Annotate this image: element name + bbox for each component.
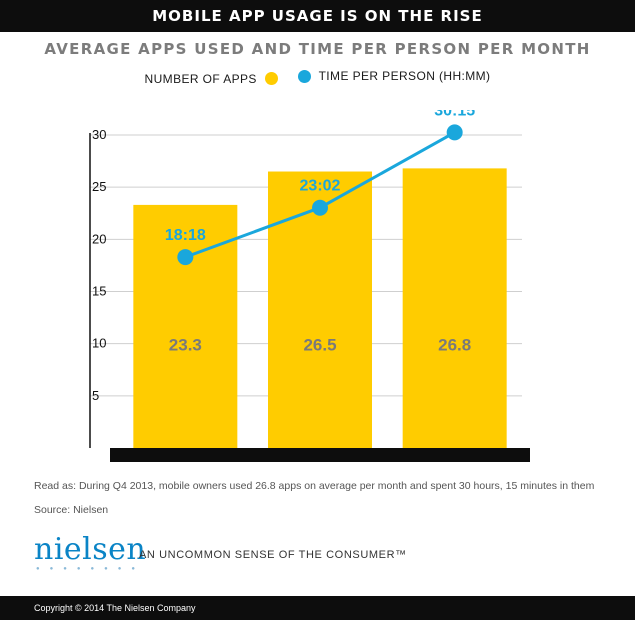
time-value-label: 23:02 (300, 178, 341, 195)
chart-plot: 5 10 15 20 25 30 23.3 26.5 26.8 18:18 23:02 30:15 (89, 110, 530, 462)
legend-swatch-apps (264, 72, 278, 85)
banner-title: MOBILE APP USAGE IS ON THE RISE (0, 0, 635, 32)
y-tick-label: 15 (92, 284, 106, 299)
copyright-text: Copyright © 2014 The Nielsen Company (34, 603, 196, 613)
legend-item-time: TIME PER PERSON (HH:MM) (297, 69, 491, 83)
source-note: Source: Nielsen (34, 504, 109, 516)
footer: Copyright © 2014 The Nielsen Company (0, 596, 635, 620)
bar-value-label: 26.8 (438, 336, 471, 355)
brand-tagline: AN UNCOMMON SENSE OF THE CONSUMER™ (139, 549, 407, 561)
logo-dots: ●●●●●●●● (36, 566, 145, 572)
y-tick-label: 5 (92, 388, 99, 403)
bar-value-label: 26.5 (303, 336, 336, 355)
bar-value-label: 23.3 (169, 336, 202, 355)
time-point (446, 124, 463, 141)
y-tick-label: 30 (92, 127, 106, 142)
nielsen-logo: nielsen (34, 532, 147, 567)
time-value-label: 18:18 (165, 227, 206, 244)
read-as-note: Read as: During Q4 2013, mobile owners u… (34, 480, 595, 492)
legend-label-time: TIME PER PERSON (HH:MM) (318, 69, 491, 83)
legend-swatch-time (297, 69, 311, 83)
chart-title: AVERAGE APPS USED AND TIME PER PERSON PE… (44, 40, 591, 58)
legend-item-apps: NUMBER OF APPS (145, 72, 278, 86)
x-axis-baseline (110, 448, 530, 462)
bar (402, 168, 507, 448)
legend: NUMBER OF APPS TIME PER PERSON (HH:MM) (0, 69, 635, 86)
y-tick-label: 10 (92, 336, 106, 351)
y-tick-label: 25 (92, 179, 106, 194)
y-tick-label: 20 (92, 231, 106, 246)
bar (268, 171, 372, 448)
legend-label-apps: NUMBER OF APPS (144, 71, 257, 86)
time-value-label: 30:15 (434, 110, 475, 119)
time-point (312, 199, 328, 216)
time-point (177, 249, 194, 266)
